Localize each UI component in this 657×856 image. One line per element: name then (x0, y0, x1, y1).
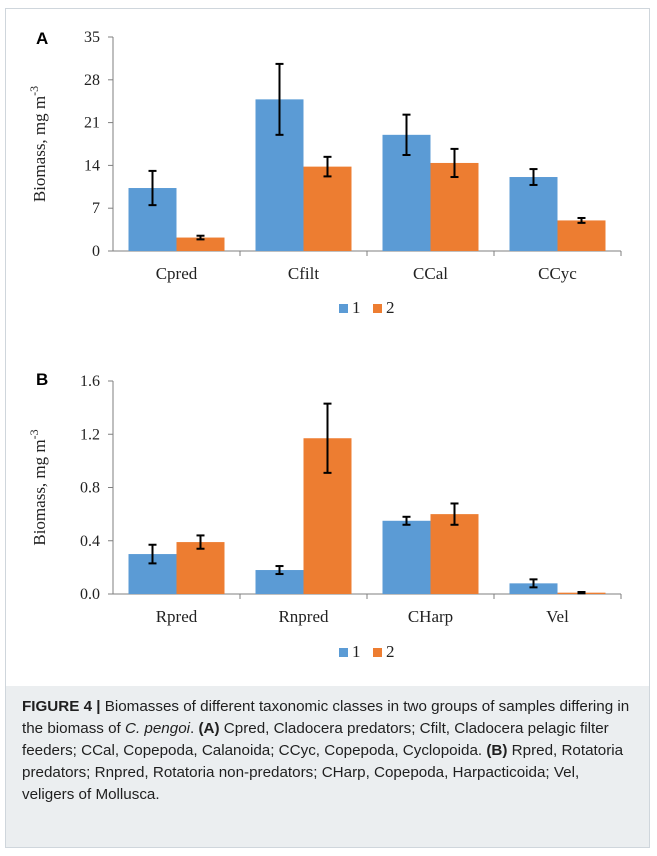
legend-label-b-2: 2 (386, 642, 395, 661)
caption-text-b: Rpred, Rotatoria predators; Rnpred, Rota… (22, 742, 624, 803)
caption-label-a: (A) (198, 720, 220, 737)
y-tick-label-a-0: 0 (92, 243, 100, 260)
bar-b-s1-2 (382, 520, 431, 594)
category-label-a-1: Cfilt (288, 264, 319, 283)
legend-swatch-b-2 (373, 648, 382, 657)
y-tick-label-a-5: 35 (84, 29, 100, 46)
legend-swatch-b-1 (339, 648, 348, 657)
legend-label-a-1: 1 (352, 298, 361, 317)
y-tick-label-b-4: 1.6 (80, 373, 100, 390)
category-label-a-3: CCyc (538, 264, 577, 283)
bar-b-s1-3 (509, 583, 558, 594)
category-label-b-3: Vel (546, 607, 569, 626)
caption-text-1: Biomasses of different taxonomic classes… (22, 698, 630, 737)
bar-b-s1-1 (255, 570, 304, 594)
panel-letter-a: A (36, 29, 48, 48)
caption-label-b: (B) (486, 742, 508, 759)
legend-swatch-a-1 (339, 304, 348, 313)
category-label-b-2: CHarp (408, 607, 453, 626)
caption-text-2: . (190, 720, 199, 737)
category-label-b-1: Rnpred (278, 607, 329, 626)
chart-panel-b: B 0.0 0.4 0.8 1.2 1.6 Rpred Rnpred CHarp Vel Bioma… (27, 370, 622, 661)
legend-swatch-a-2 (373, 304, 382, 313)
bar-b-s2-2 (430, 514, 479, 594)
bar-a-s1-3 (509, 177, 558, 251)
y-tick-label-b-2: 0.8 (80, 480, 100, 497)
figure-frame (5, 8, 650, 848)
figure-label: FIGURE 4 | (22, 698, 101, 715)
caption-species: C. pengoi (125, 720, 191, 737)
y-tick-label-a-2: 14 (84, 157, 100, 174)
y-tick-label-b-0: 0.0 (80, 586, 100, 603)
y-axis-label-a: Biomass, mg m-3 (27, 86, 49, 202)
category-label-a-0: Cpred (156, 264, 198, 283)
y-tick-label-a-1: 7 (92, 200, 100, 217)
legend-label-a-2: 2 (386, 298, 395, 317)
panel-letter-b: B (36, 370, 48, 389)
caption-background (6, 686, 649, 847)
bar-a-s2-0 (176, 237, 225, 251)
bar-b-s2-0 (176, 542, 225, 594)
legend-label-b-1: 1 (352, 642, 361, 661)
y-tick-label-a-4: 28 (84, 72, 100, 89)
figure-caption: FIGURE 4 | Biomasses of different taxono… (22, 696, 634, 806)
bar-a-s2-1 (303, 166, 352, 251)
caption-text-a: Cpred, Cladocera predators; Cfilt, Clado… (22, 720, 609, 759)
y-tick-label-a-3: 21 (84, 115, 100, 132)
category-label-a-2: CCal (413, 264, 448, 283)
y-tick-label-b-3: 1.2 (80, 426, 100, 443)
y-tick-label-b-1: 0.4 (80, 533, 100, 550)
category-label-b-0: Rpred (156, 607, 198, 626)
y-axis-label-b: Biomass, mg m-3 (27, 429, 49, 545)
bar-a-s2-3 (557, 220, 606, 251)
